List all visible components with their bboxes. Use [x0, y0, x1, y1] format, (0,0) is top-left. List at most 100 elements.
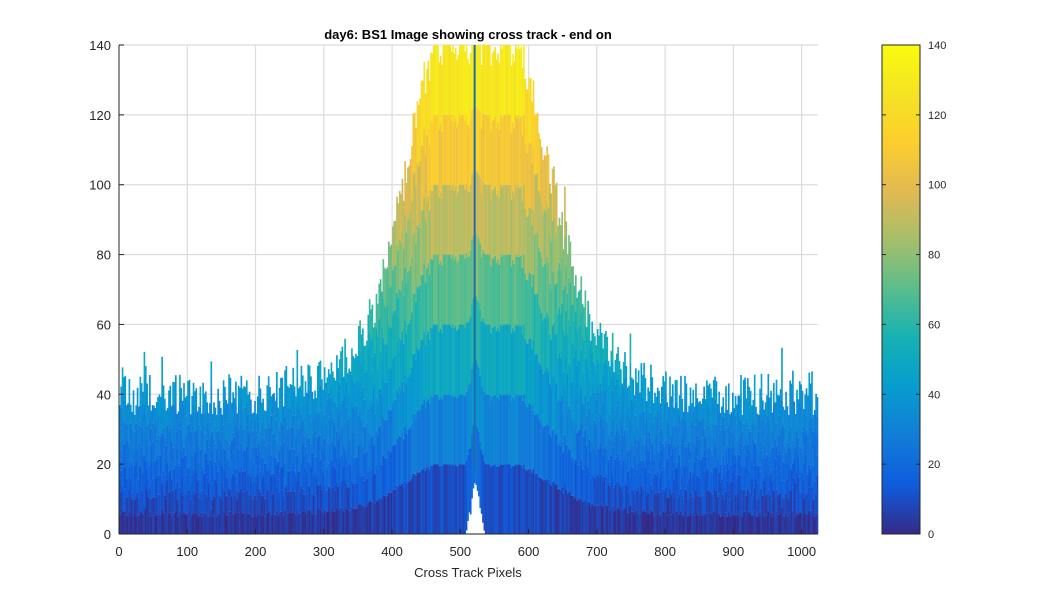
data-column — [726, 409, 729, 428]
data-column — [181, 495, 184, 515]
data-column — [564, 385, 566, 435]
data-column — [232, 513, 234, 534]
data-column — [192, 512, 195, 534]
data-column — [450, 189, 453, 259]
data-column — [605, 360, 607, 390]
data-column — [753, 442, 756, 466]
data-column — [719, 482, 722, 500]
data-column — [187, 402, 189, 425]
data-column — [812, 499, 815, 517]
data-column — [121, 391, 124, 416]
data-column — [762, 457, 764, 477]
data-column — [479, 441, 482, 509]
data-column — [259, 471, 262, 493]
data-column — [565, 489, 568, 534]
data-column — [710, 513, 712, 534]
data-column — [614, 484, 617, 510]
data-column — [554, 484, 557, 534]
data-column — [251, 447, 254, 466]
data-column — [157, 475, 159, 495]
data-column — [770, 452, 772, 473]
data-column — [270, 396, 273, 416]
data-column — [716, 515, 719, 534]
data-column — [446, 464, 449, 534]
data-column — [697, 496, 700, 516]
data-column — [438, 264, 441, 332]
data-column — [809, 469, 812, 492]
data-column — [722, 436, 725, 456]
data-column — [209, 477, 211, 497]
data-column — [760, 511, 763, 534]
data-column — [588, 439, 591, 472]
data-column — [535, 474, 538, 534]
data-column — [783, 498, 786, 517]
data-column — [603, 448, 606, 477]
data-column — [241, 388, 244, 410]
data-column — [681, 514, 684, 534]
data-column — [731, 412, 734, 434]
data-column — [546, 367, 548, 424]
data-column — [453, 327, 456, 397]
data-column — [553, 428, 555, 482]
data-column — [247, 394, 249, 415]
data-column — [528, 207, 531, 274]
data-column — [364, 345, 367, 373]
data-column — [262, 456, 265, 477]
data-column — [482, 45, 484, 114]
data-column — [286, 449, 289, 471]
data-column — [438, 399, 441, 467]
data-column — [493, 326, 495, 396]
data-column — [519, 257, 521, 327]
data-column — [493, 395, 495, 465]
data-column — [453, 465, 456, 534]
data-column — [685, 383, 688, 405]
data-column — [641, 511, 644, 534]
data-column — [184, 494, 187, 515]
data-column — [669, 443, 671, 467]
data-column — [613, 372, 615, 396]
data-column — [620, 439, 622, 464]
data-column — [203, 513, 206, 534]
data-column — [158, 474, 161, 495]
data-column — [402, 438, 405, 487]
data-column — [684, 375, 686, 399]
data-column — [734, 474, 737, 495]
data-column — [458, 114, 461, 185]
data-column — [386, 419, 389, 458]
data-column — [542, 427, 544, 481]
data-column — [229, 467, 232, 490]
data-column — [752, 400, 755, 420]
data-column — [214, 497, 217, 516]
axes — [118, 44, 818, 535]
data-column — [366, 395, 368, 424]
data-column — [449, 114, 452, 185]
data-column — [768, 417, 771, 437]
data-column — [180, 408, 183, 430]
data-column — [762, 400, 764, 420]
data-column — [543, 263, 546, 318]
data-column — [523, 464, 525, 534]
data-column — [729, 516, 731, 534]
data-column — [505, 254, 508, 325]
data-column — [330, 460, 333, 485]
data-column — [559, 489, 562, 534]
data-column — [701, 437, 704, 457]
data-column — [123, 511, 125, 534]
data-column — [172, 447, 174, 469]
data-column — [183, 426, 185, 448]
data-column — [452, 114, 454, 185]
data-column — [158, 394, 161, 415]
data-column — [543, 371, 546, 426]
data-column — [658, 472, 660, 494]
data-column — [785, 412, 787, 433]
data-column — [214, 479, 217, 498]
data-column — [514, 464, 517, 534]
data-column — [674, 468, 677, 491]
data-column — [797, 418, 800, 438]
data-column — [762, 438, 764, 458]
data-column — [139, 421, 142, 445]
data-column — [726, 445, 729, 464]
data-column — [315, 456, 318, 476]
data-column — [755, 443, 757, 462]
data-column — [663, 446, 666, 469]
